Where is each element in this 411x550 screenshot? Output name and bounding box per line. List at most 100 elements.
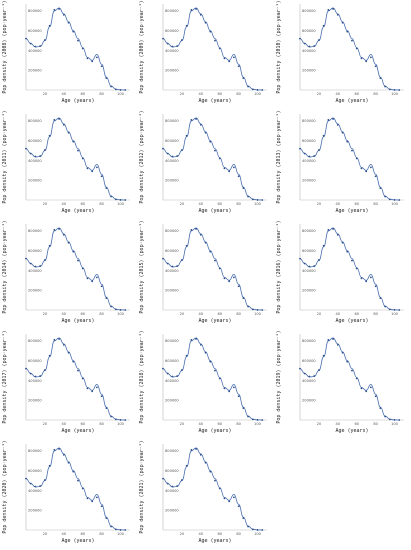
x-tick-label: 80 xyxy=(373,422,378,426)
y-tick-label: 400000 xyxy=(302,269,316,273)
observed-point xyxy=(351,259,353,262)
observed-point xyxy=(176,45,179,47)
model-curve-line xyxy=(162,7,263,91)
x-tick-label: 20 xyxy=(317,312,322,316)
y-tick-label: 600000 xyxy=(302,249,316,253)
observed-point xyxy=(100,395,103,398)
y-tick-label: 800000 xyxy=(28,449,42,453)
chart-svg-2009: 20 40 60 80 100 200000 400000 600000 800000 Age (… xyxy=(139,0,267,104)
observed-point xyxy=(256,529,259,531)
observed-point xyxy=(77,39,79,42)
observed-point xyxy=(303,152,306,155)
x-axis-label: Age (years) xyxy=(198,538,231,544)
observed-point xyxy=(336,233,339,236)
y-tick-label: 800000 xyxy=(28,339,42,343)
observed-point xyxy=(162,257,164,260)
observed-point xyxy=(388,198,391,201)
x-tick-label: 100 xyxy=(254,422,262,426)
x-tick-label: 20 xyxy=(180,422,185,426)
observed-point xyxy=(96,496,98,499)
observed-point xyxy=(176,155,179,157)
observed-point xyxy=(72,470,75,473)
x-tick-label: 80 xyxy=(99,202,104,206)
x-tick-label: 40 xyxy=(199,312,204,316)
observed-point xyxy=(218,267,221,270)
x-tick-label: 80 xyxy=(99,312,104,316)
observed-point xyxy=(374,285,377,288)
observed-point xyxy=(53,9,56,11)
y-tick-label: 600000 xyxy=(165,359,179,363)
observed-point xyxy=(171,45,174,48)
observed-point xyxy=(190,119,193,121)
observed-point xyxy=(199,453,202,456)
y-tick-label: 600000 xyxy=(28,249,42,253)
observed-point xyxy=(336,343,339,346)
x-tick-label: 40 xyxy=(336,92,341,96)
x-tick-label: 40 xyxy=(336,312,341,316)
observed-point xyxy=(195,228,197,230)
y-tick-label: 400000 xyxy=(165,489,179,493)
x-tick-label: 80 xyxy=(99,422,104,426)
panel-2009: 20 40 60 80 100 200000 400000 600000 800000 Age (… xyxy=(137,0,274,110)
x-tick-label: 100 xyxy=(117,422,125,426)
observed-point xyxy=(166,482,169,485)
observed-point xyxy=(379,187,382,190)
y-tick-label: 400000 xyxy=(165,379,179,383)
observed-point xyxy=(214,39,216,42)
y-tick-label: 400000 xyxy=(165,269,179,273)
observed-point xyxy=(251,308,254,311)
observed-point xyxy=(72,30,75,33)
y-tick-label: 400000 xyxy=(28,269,42,273)
observed-point xyxy=(299,257,301,260)
observed-point xyxy=(190,339,193,341)
observed-point xyxy=(39,45,42,47)
y-tick-label: 200000 xyxy=(28,289,42,293)
model-curve-line xyxy=(299,117,400,201)
y-tick-label: 200000 xyxy=(302,289,316,293)
x-tick-label: 80 xyxy=(373,312,378,316)
observed-point xyxy=(29,262,32,265)
observed-point xyxy=(214,259,216,262)
x-tick-label: 40 xyxy=(336,202,341,206)
observed-point xyxy=(242,297,245,300)
observed-point xyxy=(214,369,216,372)
x-tick-label: 80 xyxy=(373,202,378,206)
x-tick-label: 20 xyxy=(43,532,48,536)
x-tick-label: 20 xyxy=(317,92,322,96)
observed-point xyxy=(67,21,70,24)
observed-point xyxy=(114,198,117,201)
x-tick-label: 40 xyxy=(199,422,204,426)
observed-point xyxy=(91,390,94,393)
x-tick-label: 20 xyxy=(43,422,48,426)
observed-point xyxy=(261,419,264,421)
observed-point xyxy=(190,229,193,231)
observed-point xyxy=(398,309,401,311)
panel-2017: 20 40 60 80 100 200000 400000 600000 800000 Age (… xyxy=(0,330,137,440)
x-tick-label: 60 xyxy=(80,532,85,536)
y-tick-label: 600000 xyxy=(28,469,42,473)
x-tick-label: 60 xyxy=(80,92,85,96)
observed-point xyxy=(313,265,316,267)
observed-point xyxy=(119,89,122,91)
observed-point xyxy=(360,277,363,280)
observed-point xyxy=(77,479,79,482)
observed-point xyxy=(199,343,202,346)
chart-svg-2014: 20 40 60 80 100 200000 400000 600000 800000 Age (… xyxy=(2,220,130,324)
observed-point xyxy=(384,305,386,308)
observed-point xyxy=(105,517,108,520)
observed-point xyxy=(58,118,60,120)
observed-point xyxy=(318,149,320,151)
observed-point xyxy=(29,42,32,45)
y-axis-label: Pop density (2019) (pop·year⁻¹) xyxy=(276,330,282,423)
observed-point xyxy=(365,60,368,63)
x-tick-label: 60 xyxy=(217,202,222,206)
observed-point xyxy=(96,386,98,389)
observed-point xyxy=(124,529,127,531)
x-tick-label: 100 xyxy=(391,422,399,426)
observed-point xyxy=(110,415,112,418)
observed-point xyxy=(346,250,349,253)
observed-point xyxy=(360,167,363,170)
observed-point xyxy=(119,419,122,421)
observed-point xyxy=(374,65,377,68)
observed-point xyxy=(39,265,42,267)
